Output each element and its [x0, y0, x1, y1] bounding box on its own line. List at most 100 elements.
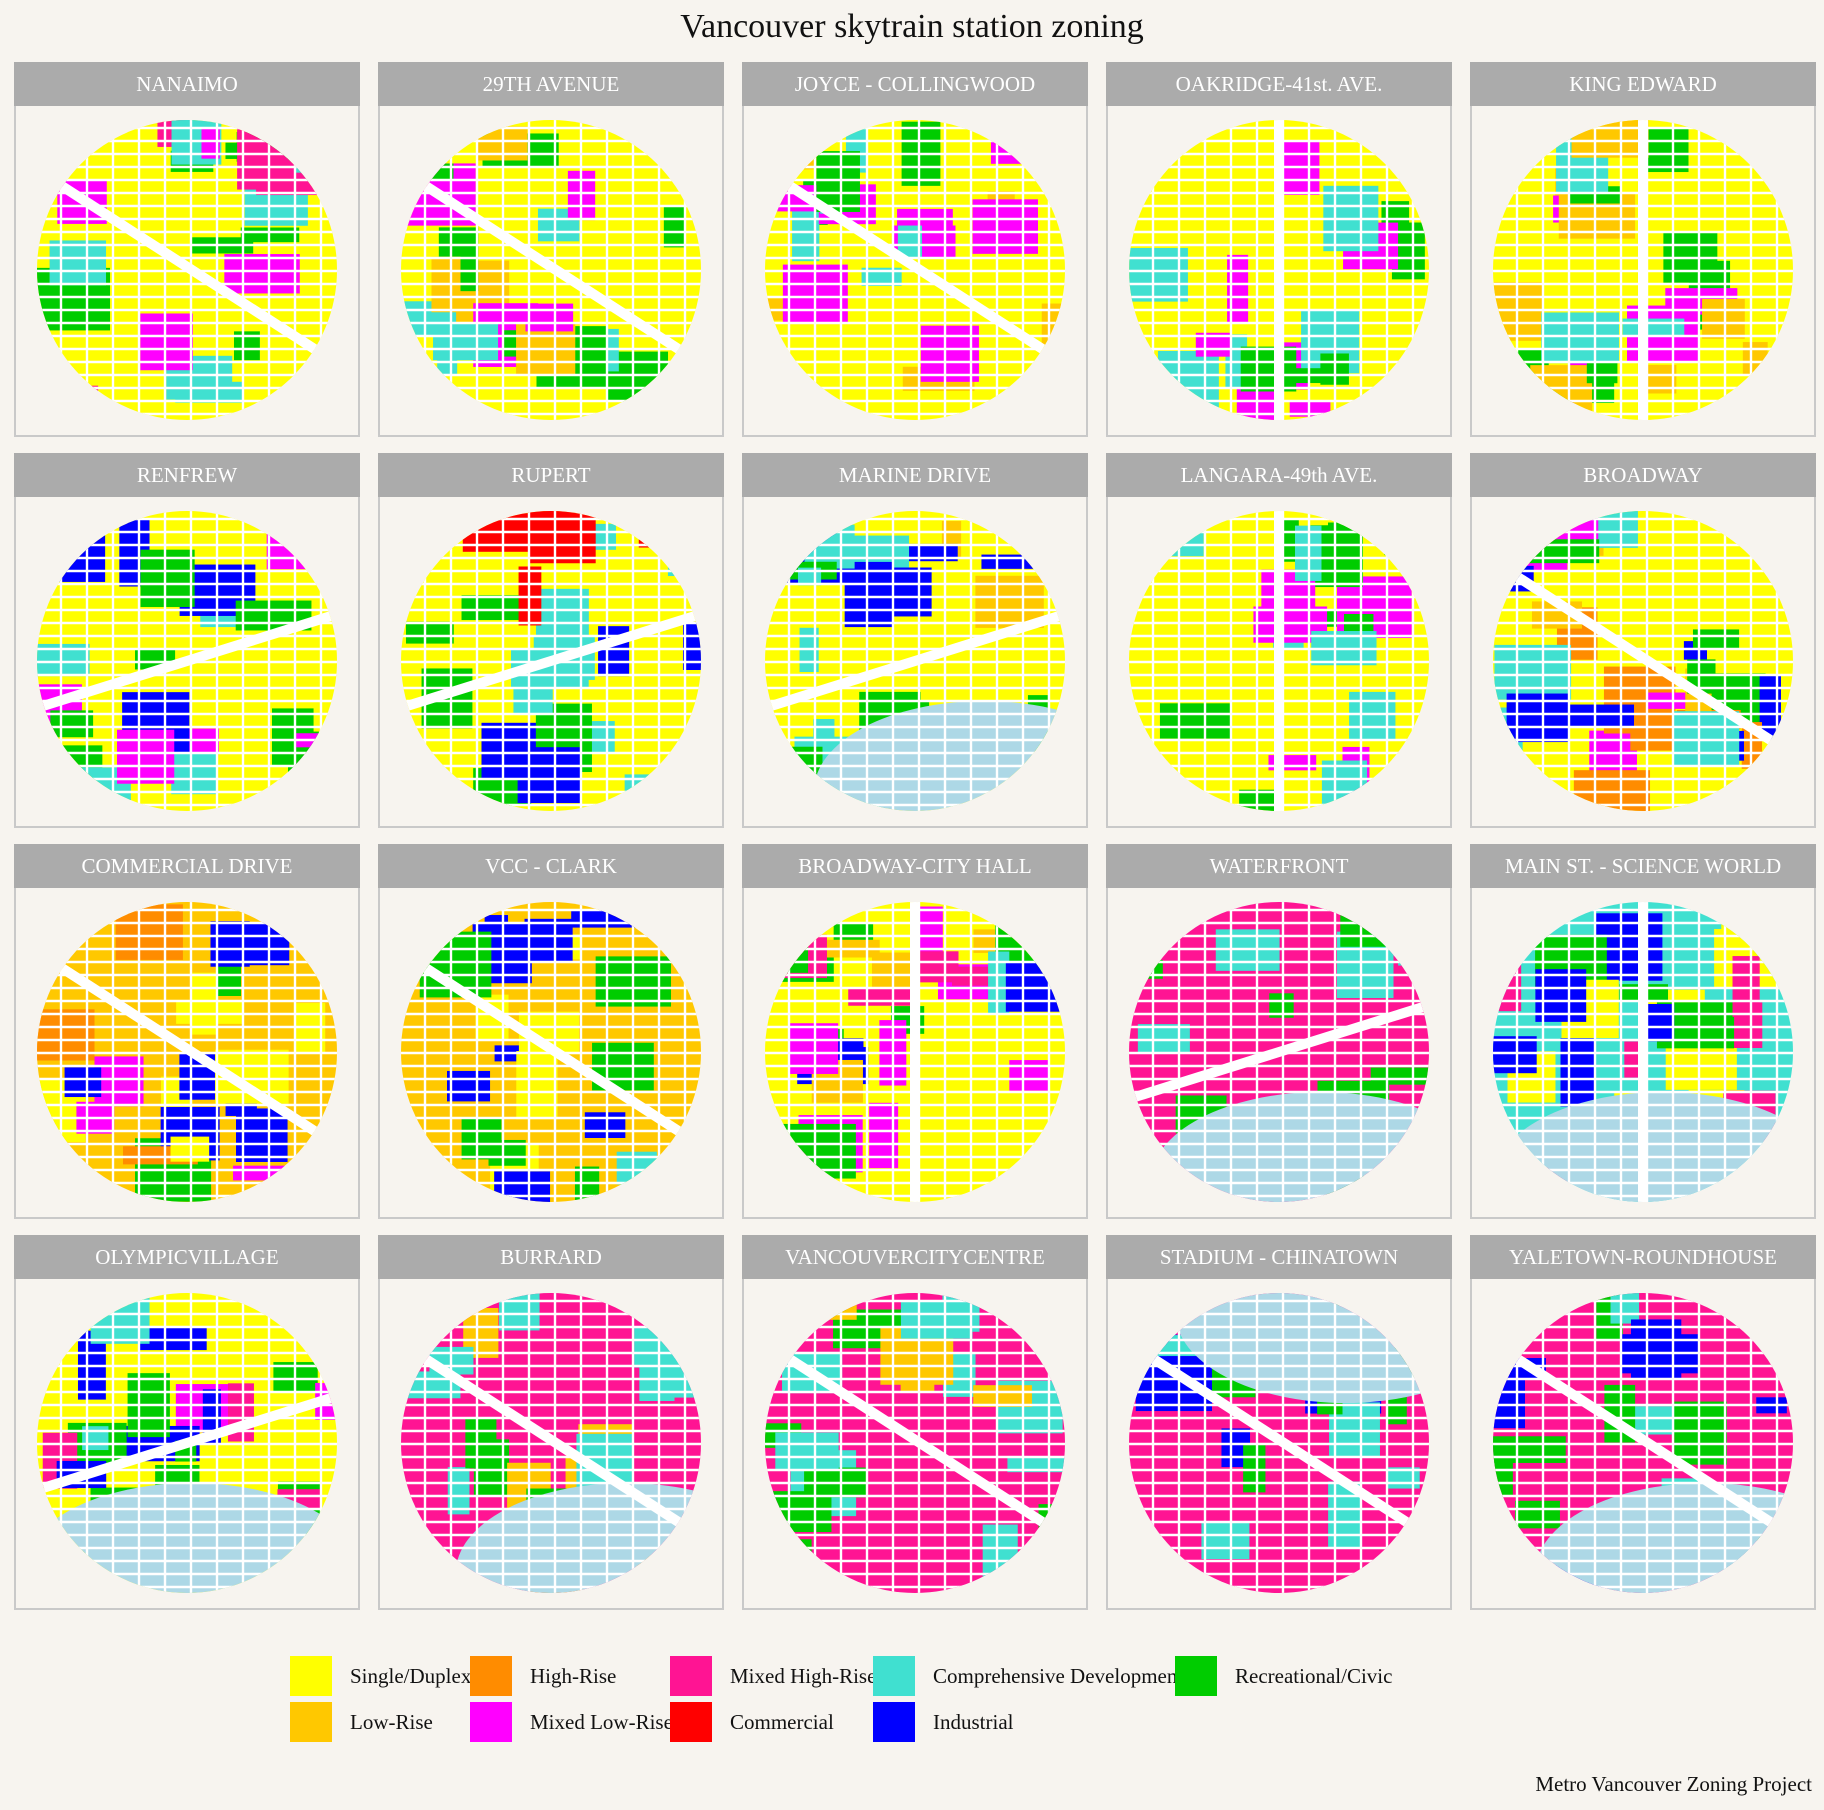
zone-parcel — [447, 1467, 470, 1515]
station-zoning-map — [1493, 511, 1793, 811]
skytrain-corridor — [1129, 1338, 1429, 1548]
legend-label: Industrial — [933, 1710, 1014, 1734]
zone-parcel — [1038, 1504, 1065, 1564]
skytrain-corridor — [1493, 556, 1793, 766]
zoning-parcels — [765, 902, 1065, 1202]
zone-parcel — [771, 1539, 812, 1578]
station-name: MAIN ST. - SCIENCE WORLD — [1470, 844, 1816, 888]
zoning-legend: Single/Duplex Low-Rise High-Rise Mixed Low-… — [290, 1656, 1590, 1756]
station-panel: VANCOUVERCITYCENTRE — [742, 1235, 1088, 1610]
zone-parcel — [1159, 703, 1232, 739]
zone-parcel — [682, 621, 701, 670]
zone-parcel — [37, 1553, 83, 1590]
zone-parcel — [59, 518, 106, 582]
legend-label: Commercial — [730, 1710, 834, 1734]
zone-parcel — [864, 567, 932, 617]
legend-swatch — [670, 1656, 712, 1696]
zone-parcel — [848, 988, 918, 1006]
legend-label: Single/Duplex — [350, 1664, 472, 1688]
station-name: RUPERT — [378, 453, 724, 497]
station-name: BROADWAY-CITY HALL — [742, 844, 1088, 888]
zone-parcel — [805, 271, 839, 308]
zone-parcel — [51, 1297, 89, 1317]
zone-parcel — [641, 1350, 700, 1398]
zone-parcel — [624, 774, 655, 794]
station-name: KING EDWARD — [1470, 62, 1816, 106]
zone-parcel — [775, 1432, 839, 1469]
zone-parcel — [988, 951, 1010, 1014]
zone-parcel — [224, 254, 300, 294]
station-name: VANCOUVERCITYCENTRE — [742, 1235, 1088, 1279]
zone-parcel — [584, 1112, 626, 1138]
zone-parcel — [1756, 1535, 1793, 1556]
station-name: LANGARA-49th AVE. — [1106, 453, 1452, 497]
legend-swatch — [470, 1656, 512, 1696]
zone-parcel — [1742, 342, 1768, 376]
station-zoning-map — [401, 511, 701, 811]
zone-parcel — [447, 1070, 491, 1102]
zone-parcel — [90, 1293, 150, 1344]
zone-parcel — [437, 350, 458, 376]
station-panel: COMMERCIAL DRIVE — [14, 844, 360, 1219]
zone-parcel — [46, 385, 99, 407]
skytrain-corridor — [37, 947, 337, 1157]
station-zoning-map — [1129, 902, 1429, 1202]
zone-parcel — [1526, 539, 1600, 564]
zone-parcel — [292, 1158, 337, 1194]
station-panel: YALETOWN-ROUNDHOUSE — [1470, 1235, 1816, 1610]
zone-parcel — [1586, 361, 1618, 384]
zoning-parcels — [1493, 120, 1793, 420]
zone-parcel — [766, 914, 809, 973]
station-zoning-map — [37, 902, 337, 1202]
zone-parcel — [266, 514, 320, 570]
station-panel: JOYCE - COLLINGWOOD — [742, 62, 1088, 437]
zoning-parcels — [1493, 1293, 1793, 1593]
zoning-parcels — [1129, 1293, 1429, 1593]
station-name: BURRARD — [378, 1235, 724, 1279]
zoning-parcels — [401, 902, 701, 1202]
station-panel: BROADWAY — [1470, 453, 1816, 828]
zone-parcel — [201, 127, 220, 159]
zone-parcel — [1622, 318, 1685, 336]
zone-parcel — [516, 1051, 558, 1120]
zone-parcel — [765, 1491, 832, 1533]
zone-parcel — [667, 555, 701, 577]
zone-parcel — [1159, 511, 1204, 557]
zoning-parcels — [1129, 902, 1429, 1202]
zone-parcel — [990, 120, 1065, 164]
zone-parcel — [1732, 956, 1760, 1017]
legend-swatch — [873, 1702, 915, 1742]
station-name: BROADWAY — [1470, 453, 1816, 497]
zone-parcel — [1277, 141, 1320, 195]
zone-parcel — [216, 963, 241, 996]
zone-parcel — [1340, 902, 1402, 947]
zone-parcel — [461, 595, 527, 621]
zone-parcel — [517, 747, 581, 804]
station-panel: RUPERT — [378, 453, 724, 828]
station-zoning-map — [1129, 1293, 1429, 1593]
zone-parcel — [1493, 1436, 1566, 1463]
zone-parcel — [47, 1551, 85, 1593]
chart-title: Vancouver skytrain station zoning — [680, 8, 1144, 45]
zoning-parcels — [37, 1293, 337, 1593]
station-name: STADIUM - CHINATOWN — [1106, 1235, 1452, 1279]
zone-parcel — [1201, 1522, 1250, 1560]
zone-parcel — [1764, 1327, 1787, 1353]
zone-parcel — [816, 151, 860, 212]
zone-parcel — [233, 1165, 285, 1181]
station-panel: STADIUM - CHINATOWN — [1106, 1235, 1452, 1610]
skytrain-corridor — [401, 947, 701, 1157]
station-name: 29TH AVENUE — [378, 62, 724, 106]
zone-parcel — [981, 554, 1047, 569]
legend-label: High-Rise — [530, 1664, 617, 1688]
station-name: WATERFRONT — [1106, 844, 1452, 888]
zone-parcel — [671, 120, 701, 167]
station-zoning-map — [37, 120, 337, 420]
station-zoning-map — [1129, 120, 1429, 420]
station-panel: LANGARA-49th AVE. — [1106, 453, 1452, 828]
zone-parcel — [176, 1000, 244, 1024]
zone-parcel — [1566, 704, 1635, 727]
station-zoning-map — [1493, 120, 1793, 420]
station-zoning-map — [1493, 1293, 1793, 1593]
station-panel-grid: NANAIMO 29TH AVENUE JOYCE - COLLINGWOOD OAK… — [14, 62, 1816, 1612]
